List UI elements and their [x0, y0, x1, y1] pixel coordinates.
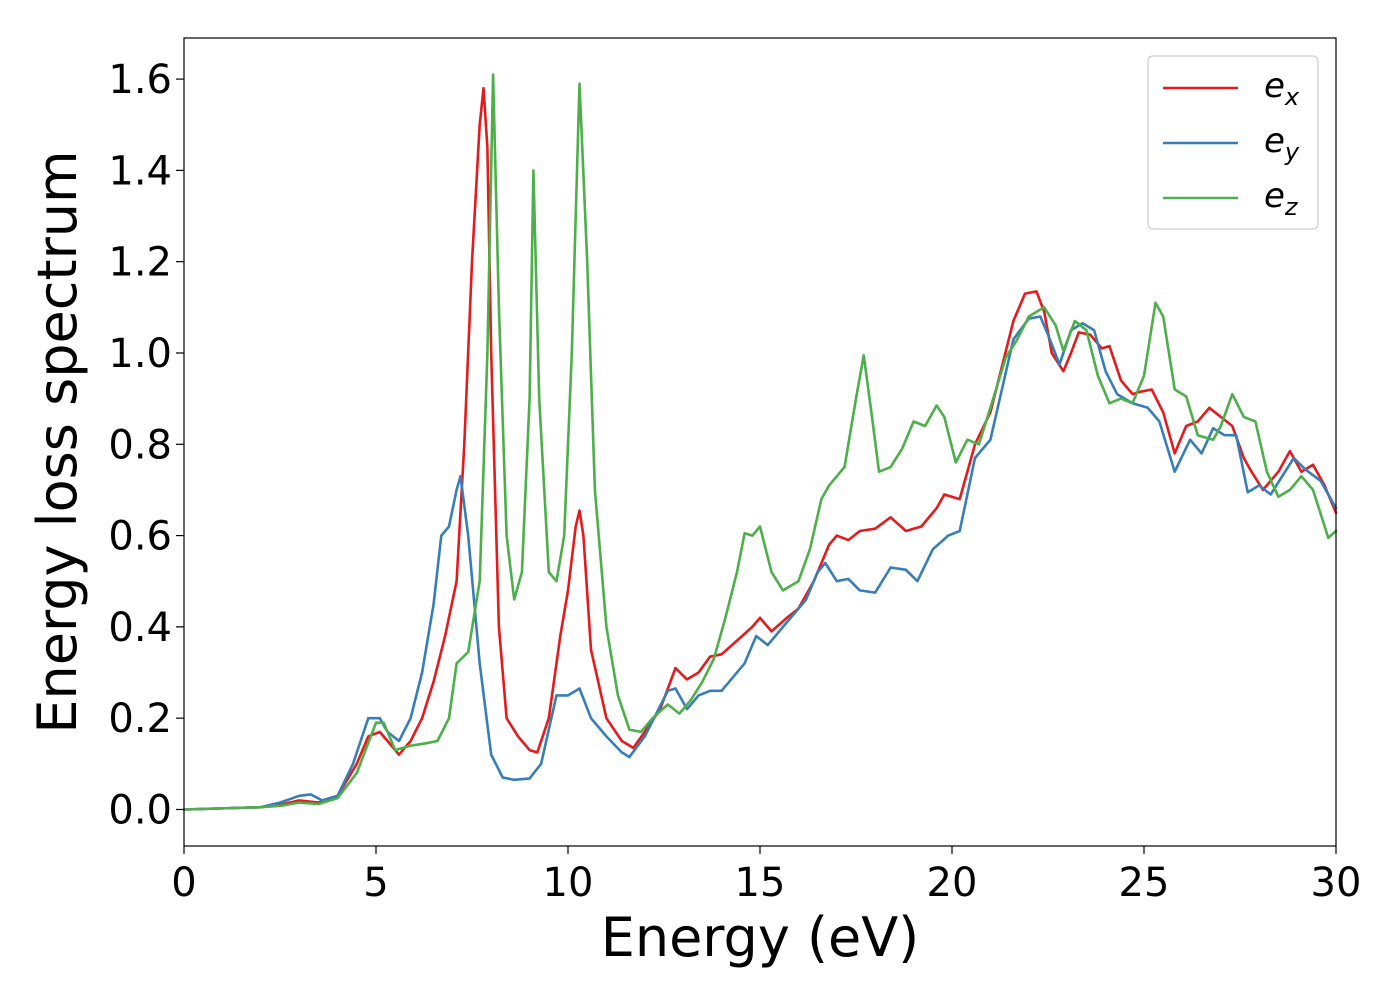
x-tick-label: 10 [543, 860, 594, 906]
y-axis-label: Energy loss spectrum [26, 150, 89, 733]
y-tick-label: 1.0 [108, 331, 172, 377]
x-tick-label: 5 [363, 860, 388, 906]
x-tick-label: 30 [1311, 860, 1362, 906]
legend-label-y: ey [1264, 121, 1300, 166]
y-tick-label: 1.2 [108, 240, 172, 286]
x-tick-label: 25 [1119, 860, 1170, 906]
y-tick-label: 0.4 [108, 605, 172, 651]
series-layer [182, 73, 1338, 811]
y-tick-label: 0.2 [108, 696, 172, 742]
x-axis-label: Energy (eV) [601, 906, 920, 969]
series-line-z [182, 73, 1338, 811]
y-tick-label: 0.6 [108, 514, 172, 560]
y-axis: 0.0 0.2 0.4 0.6 0.8 1.0 1.2 1.4 1.6 [108, 57, 184, 833]
series-line-x [182, 86, 1338, 811]
y-tick-label: 1.4 [108, 148, 172, 194]
plot-area [184, 38, 1336, 846]
y-tick-label: 1.6 [108, 57, 172, 103]
x-tick-label: 0 [171, 860, 196, 906]
x-tick-label: 20 [927, 860, 978, 906]
y-tick-label: 0.0 [108, 787, 172, 833]
y-tick-label: 0.8 [108, 422, 172, 468]
series-line-y [182, 315, 1338, 811]
x-tick-label: 15 [735, 860, 786, 906]
x-axis: 0 5 10 15 20 25 30 [171, 846, 1361, 906]
